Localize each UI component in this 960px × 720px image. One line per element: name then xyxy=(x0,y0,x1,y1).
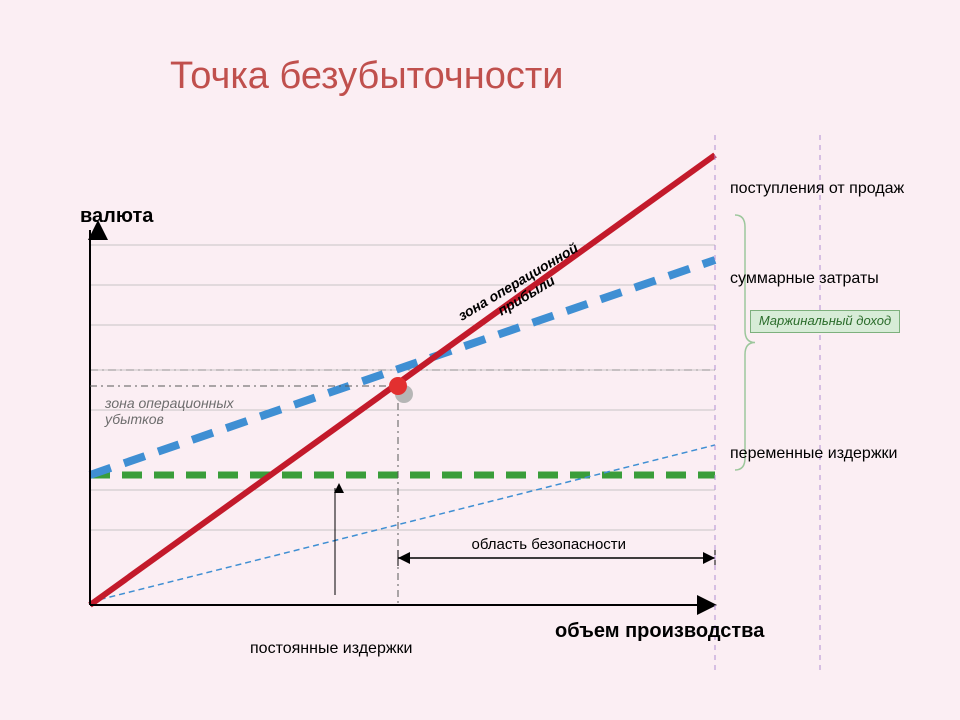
x-axis-label: объем производства xyxy=(555,620,764,643)
chart-svg xyxy=(0,0,960,720)
revenue-label: поступления от продаж xyxy=(730,180,904,198)
y-axis-label: валюта xyxy=(80,205,153,228)
marginal-income-box: Маржинальный доход xyxy=(750,310,900,333)
safety-zone-label: область безопасности xyxy=(472,536,627,553)
total-cost-label: суммарные затраты xyxy=(730,270,879,288)
fixed-cost-label: постоянные издержки xyxy=(250,640,412,658)
loss-zone-label: зона операционных убытков xyxy=(105,395,234,427)
variable-cost-label: переменные издержки xyxy=(730,445,897,463)
